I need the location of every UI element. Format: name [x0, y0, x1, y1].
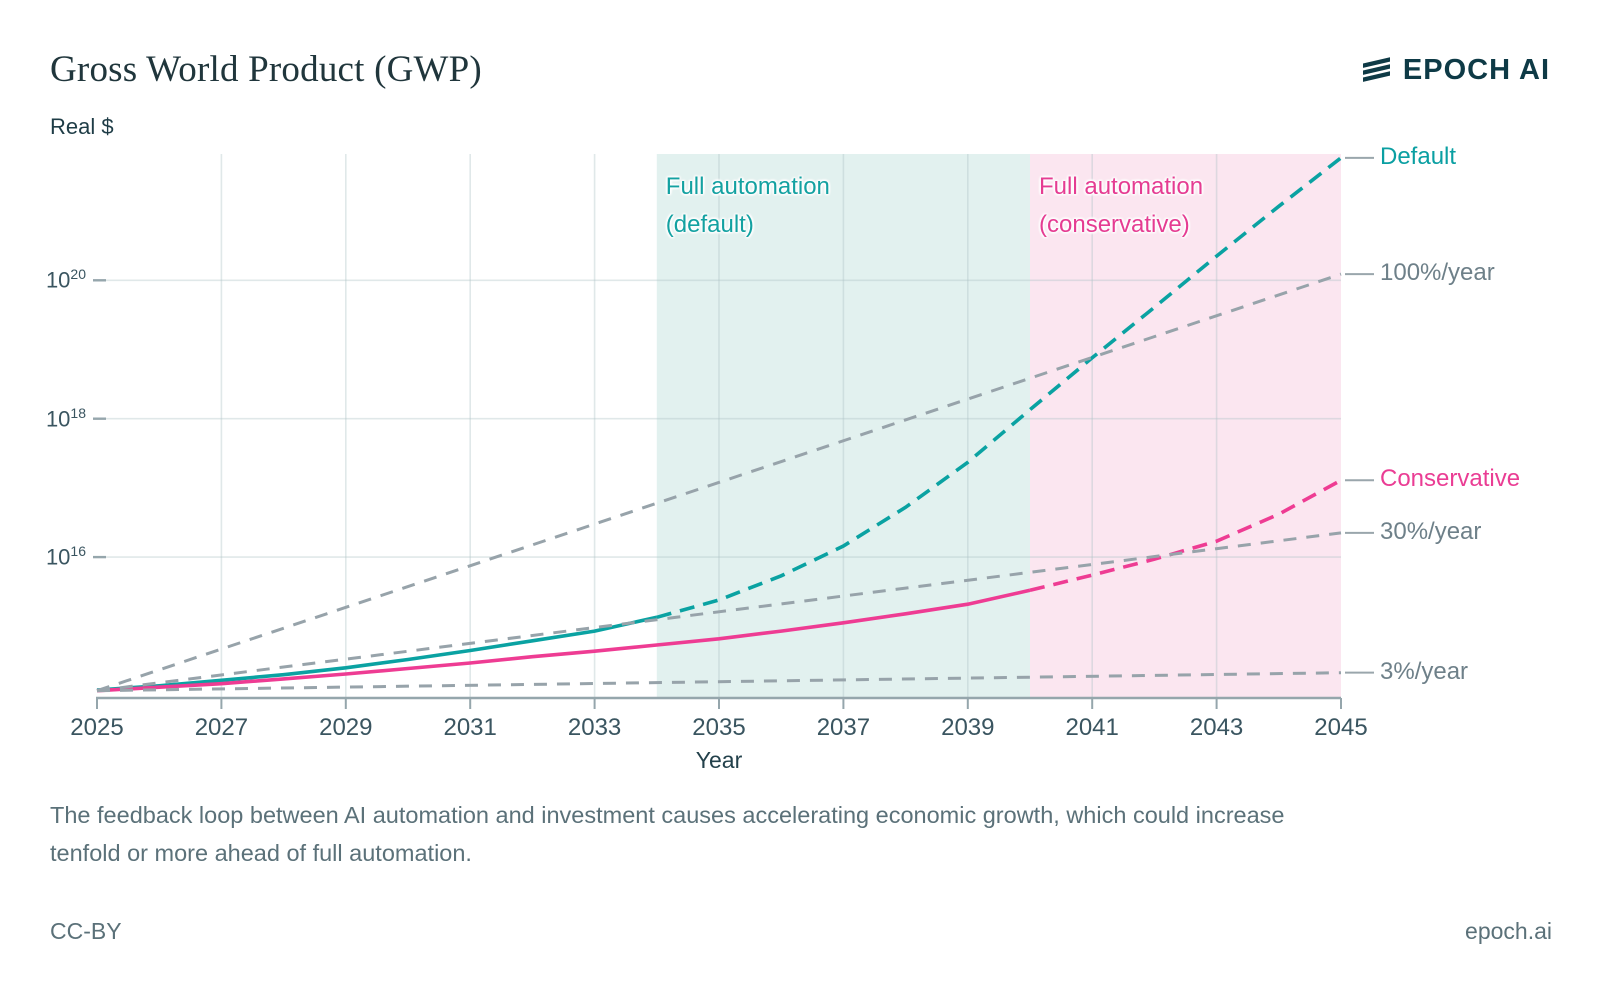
x-tick-label-2035: 2035 [692, 714, 746, 741]
x-tick-label-2041: 2041 [1065, 714, 1119, 741]
caption-line-1: The feedback loop between AI automation … [50, 802, 1285, 828]
series-dashed-30%/year [96, 531, 1342, 693]
x-tick-label-2029: 2029 [319, 714, 373, 741]
x-tick-label-2037: 2037 [816, 714, 871, 741]
series-label-Conservative: Conservative [1380, 465, 1521, 493]
y-axis-unit-label: Real $ [50, 114, 114, 139]
x-axis-title: Year [695, 747, 743, 773]
region-label-full-automation-conservative: Full automation (conservative) [1039, 173, 1204, 238]
series-label-Default: Default [1380, 142, 1457, 170]
y-tick-label-1e18: 1018 [45, 404, 86, 432]
chart-caption: The feedback loop between AI automation … [50, 796, 1530, 872]
x-tick-label-2027: 2027 [194, 714, 249, 741]
site-link[interactable]: epoch.ai [1465, 918, 1552, 944]
license-label: CC-BY [50, 918, 122, 944]
series-label-30%/year: 30%/year [1380, 517, 1482, 545]
x-tick-label-2031: 2031 [443, 714, 497, 741]
series-dashed-Conservative [1029, 478, 1342, 593]
series-dashed-100%/year [96, 272, 1342, 693]
x-tick-label-2043: 2043 [1189, 714, 1244, 741]
y-tick-label-1e16: 1016 [45, 543, 86, 570]
page-title: Gross World Product (GWP) [50, 49, 482, 90]
brand-logo: EPOCH AI [1361, 54, 1550, 87]
series-label-3%/year: 3%/year [1380, 657, 1469, 685]
x-tick-label-2033: 2033 [567, 714, 622, 741]
series-dashed-Default [656, 156, 1343, 620]
x-tick-label-2039: 2039 [941, 714, 995, 741]
region-full-automation-default [656, 154, 1030, 698]
y-tick-label-1e20: 1020 [45, 266, 86, 293]
x-tick-label-2045: 2045 [1314, 714, 1368, 741]
series-label-100%/year: 100%/year [1380, 259, 1495, 287]
series-solid-Conservative [96, 588, 1031, 693]
region-label-full-automation-default: Full automation (default) [665, 173, 830, 238]
series-dashed-3%/year [96, 671, 1342, 693]
brand-wordmark: EPOCH AI [1402, 54, 1550, 86]
epoch-logo-icon [1362, 56, 1390, 82]
caption-line-2: tenfold or more ahead of full automation… [50, 840, 472, 866]
x-tick-label-2025: 2025 [70, 714, 124, 741]
region-full-automation-conservative [1030, 154, 1341, 698]
series-solid-Default [96, 615, 658, 692]
